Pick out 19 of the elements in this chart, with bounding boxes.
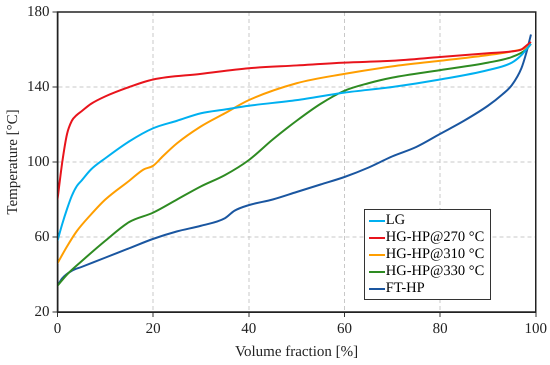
legend-label: HG-HP@330 °C <box>386 263 484 280</box>
y-tick-label: 20 <box>34 304 50 320</box>
x-tick-label: 100 <box>524 320 547 337</box>
y-tick-label: 60 <box>34 228 50 245</box>
y-tick-label: 180 <box>27 4 50 20</box>
x-tick-label: 80 <box>432 320 448 337</box>
x-axis-title: Volume fraction [%] <box>235 344 358 360</box>
y-axis-title: Temperature [°C] <box>4 109 21 215</box>
legend-label: HG-HP@310 °C <box>386 246 484 263</box>
legend-label: HG-HP@270 °C <box>386 229 484 246</box>
legend-label: FT-HP <box>386 280 425 297</box>
x-tick-label: 40 <box>241 320 256 337</box>
y-tick-label: 140 <box>27 78 50 95</box>
legend-label: LG <box>386 212 406 229</box>
x-tick-label: 0 <box>54 320 62 337</box>
y-tick-label: 100 <box>27 154 50 170</box>
x-tick-label: 20 <box>146 320 161 337</box>
x-tick-label: 60 <box>336 320 352 337</box>
line-series <box>58 41 532 200</box>
